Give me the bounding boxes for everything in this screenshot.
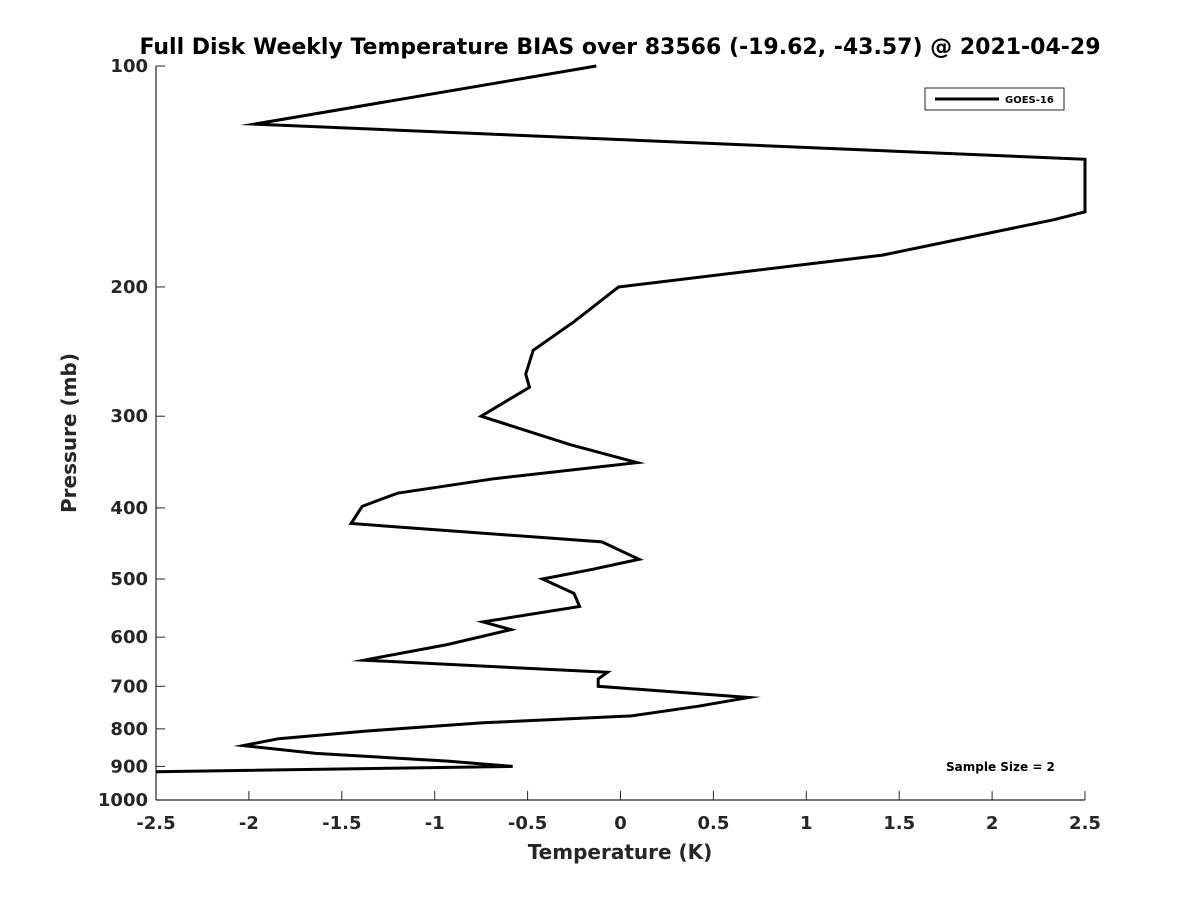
- y-tick-label: 800: [110, 719, 148, 740]
- y-tick-label: 200: [110, 277, 148, 298]
- y-tick-label: 700: [110, 676, 148, 697]
- x-tick-label: 2.5: [1069, 813, 1101, 834]
- legend: GOES-16: [924, 87, 1065, 111]
- x-tick-label: 2: [986, 813, 999, 834]
- x-ticks: -2.5 -2 -1.5 -1 -0.5 0 0.5 1 1.5 2 2.5: [136, 791, 1101, 834]
- x-tick-label: -1: [425, 813, 445, 834]
- series-layer: [155, 64, 1087, 774]
- series-line-goes-16: [155, 64, 1087, 774]
- y-tick-label: 900: [110, 756, 148, 777]
- x-tick-label: -1.5: [322, 813, 361, 834]
- x-tick-label: -0.5: [508, 813, 547, 834]
- y-ticks: 100 200 300 400 500 600 700 800 900 1000: [98, 56, 165, 811]
- chart-title: Full Disk Weekly Temperature BIAS over 8…: [139, 35, 1100, 60]
- y-tick-label: 1000: [98, 790, 148, 811]
- y-tick-label: 500: [110, 569, 148, 590]
- y-tick-label: 400: [110, 498, 148, 519]
- x-tick-label: -2.5: [136, 813, 175, 834]
- x-tick-label: 1: [800, 813, 813, 834]
- y-tick-label: 600: [110, 627, 148, 648]
- x-axis-label: Temperature (K): [528, 840, 713, 864]
- sample-size-annotation: Sample Size = 2: [946, 760, 1055, 774]
- y-axis-label: Pressure (mb): [57, 353, 81, 513]
- y-tick-label: 100: [110, 56, 148, 77]
- x-tick-label: 1.5: [883, 813, 915, 834]
- x-tick-label: 0: [614, 813, 627, 834]
- y-tick-label: 300: [110, 406, 148, 427]
- x-tick-label: -2: [239, 813, 259, 834]
- legend-label-goes-16: GOES-16: [1005, 95, 1054, 106]
- x-tick-label: 0.5: [697, 813, 729, 834]
